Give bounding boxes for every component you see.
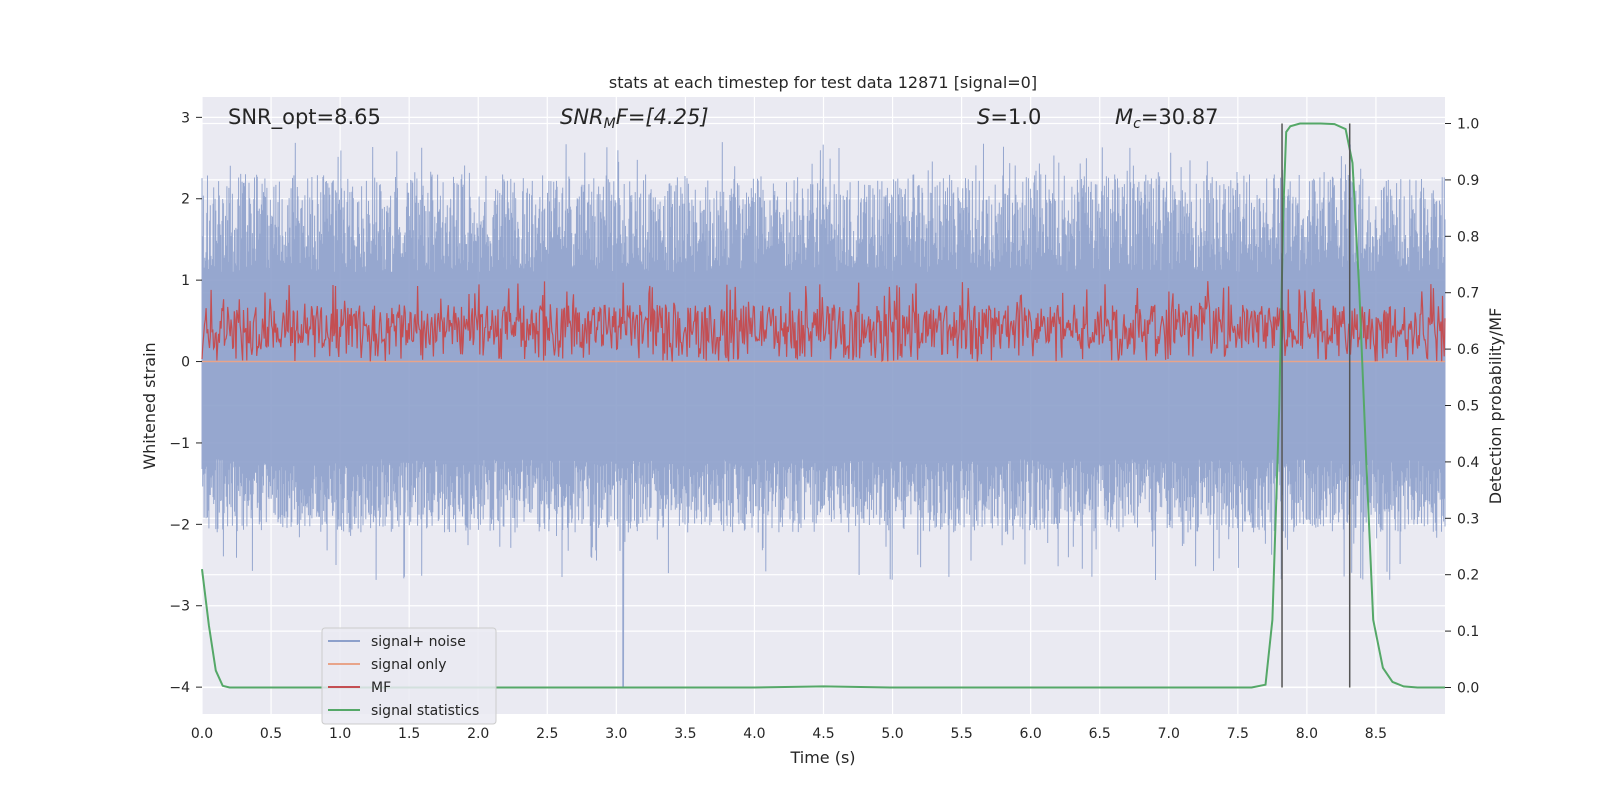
x-tick-label: 2.5 [536,726,558,742]
series-layer [201,122,1446,689]
x-tick-label: 5.5 [950,726,972,742]
y-left-tick-label: −3 [169,599,190,615]
x-tick-label: 7.5 [1227,726,1249,742]
y-right-tick-label: 0.9 [1457,173,1479,189]
y-right-tick-label: 0.5 [1457,399,1479,415]
y-left-tick-label: 1 [181,273,190,289]
x-tick-label: 4.5 [812,726,834,742]
series-mf [201,281,1446,363]
y-left-tick-label: −2 [169,517,190,533]
y-right-tick-label: 0.2 [1457,568,1479,584]
legend-label-signal-statistics: signal statistics [371,703,479,719]
legend-label-mf: MF [371,680,391,696]
annotation-mc-value: =30.87 [1141,105,1219,129]
series-signal-noise [201,142,1446,688]
legend-box [321,627,497,725]
legend-label-signal-noise: signal+ noise [371,634,466,650]
annotation-mc: Mc=30.87 [1115,105,1219,132]
axes-layer: 0.0 0.5 1.0 1.5 2.0 2.5 3.0 3.5 4.0 4.5 5.0 5.5 6.0 6… [169,110,1479,742]
chart-title: stats at each timestep for test data 128… [609,73,1037,92]
y-left-tick-label: 0 [181,355,190,371]
y-right-tick-label: 0.6 [1457,342,1479,358]
x-tick-label: 3.0 [605,726,627,742]
x-tick-label: 4.0 [743,726,765,742]
annotation-snr-mf: SNRMF=[4.25] [560,105,709,132]
annotation-snr-mf-subscript: M [604,116,616,132]
y-left-tick-label: 2 [181,192,190,208]
x-tick-label: 7.0 [1158,726,1180,742]
legend-label-signal-only: signal only [371,657,446,673]
y-left-tick-label: −1 [169,436,190,452]
x-tick-label: 6.0 [1020,726,1042,742]
y-right-tick-label: 0.7 [1457,286,1479,302]
y-axis-label-left: Whitened strain [140,342,159,469]
y-right-tick-label: 0.1 [1457,624,1479,640]
x-tick-label: 8.5 [1365,726,1387,742]
x-tick-label: 0.0 [191,726,213,742]
annotation-snr-mf-value: F=[4.25] [616,105,709,129]
legend: signal+ noise signal only MF signal stat… [321,627,497,725]
x-tick-label: 3.5 [674,726,696,742]
annotation-s-value: =1.0 [990,105,1041,129]
annotation-s: S=1.0 [977,105,1041,129]
y-left-tick-label: −4 [169,680,190,696]
y-right-tick-label: 0.0 [1457,680,1479,696]
x-axis-label: Time (s) [789,748,855,767]
annotation-mc-subscript: c [1133,116,1141,132]
x-tick-label: 2.0 [467,726,489,742]
annotation-mc-symbol: M [1115,105,1133,129]
x-tick-label: 1.0 [329,726,351,742]
x-tick-label: 5.0 [881,726,903,742]
x-tick-label: 0.5 [260,726,282,742]
annotation-snr-opt: SNR_opt=8.65 [228,105,381,130]
series-signal-statistics [201,122,1445,689]
y-axis-label-right: Detection probability/MF [1486,308,1505,505]
y-right-tick-label: 1.0 [1457,117,1479,133]
y-left-tick-label: 3 [181,110,190,126]
y-right-tick-label: 0.3 [1457,511,1479,527]
annotation-s-symbol: S [977,105,990,129]
x-tick-label: 6.5 [1089,726,1111,742]
y-right-tick-label: 0.8 [1457,229,1479,245]
x-tick-label: 8.0 [1296,726,1318,742]
y-right-tick-label: 0.4 [1457,455,1479,471]
markers-layer [1281,123,1351,688]
x-tick-label: 1.5 [398,726,420,742]
annotation-snr-mf-symbol: SNR [560,105,604,129]
